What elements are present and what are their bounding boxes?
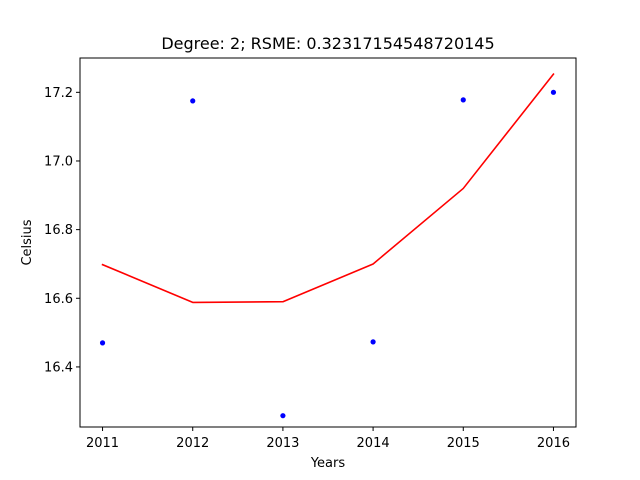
data-point-2016 [550, 89, 557, 95]
fit-line [101, 73, 555, 304]
y-tick-label-0: 16.4 [44, 360, 73, 375]
x-tick-label-2012: 2012 [176, 436, 209, 451]
y-axis-label: Celsius [20, 219, 35, 265]
x-axis-ticks: 2011 2012 2013 2014 2015 2016 [86, 427, 570, 451]
plot-marks [99, 73, 557, 419]
x-tick-label-2014: 2014 [357, 436, 390, 451]
data-point-2013 [280, 413, 286, 419]
y-tick-label-2: 16.8 [44, 223, 73, 238]
x-tick-label-2016: 2016 [537, 436, 570, 451]
data-point-2015 [460, 97, 466, 103]
data-point-2012 [190, 98, 196, 104]
y-axis-ticks: 16.4 16.6 16.8 17.0 17.2 [44, 86, 80, 375]
plot-frame [79, 57, 577, 428]
data-point-2014 [370, 339, 376, 345]
x-tick-label-2013: 2013 [266, 436, 299, 451]
x-tick-label-2011: 2011 [86, 436, 119, 451]
y-tick-label-1: 16.6 [44, 292, 73, 307]
y-tick-label-4: 17.2 [44, 86, 73, 101]
chart-title: Degree: 2; RSME: 0.32317154548720145 [161, 34, 494, 53]
x-tick-label-2015: 2015 [447, 436, 480, 451]
y-tick-label-3: 17.0 [44, 154, 73, 169]
x-axis-label: Years [310, 456, 346, 471]
data-point-2011 [99, 340, 106, 346]
